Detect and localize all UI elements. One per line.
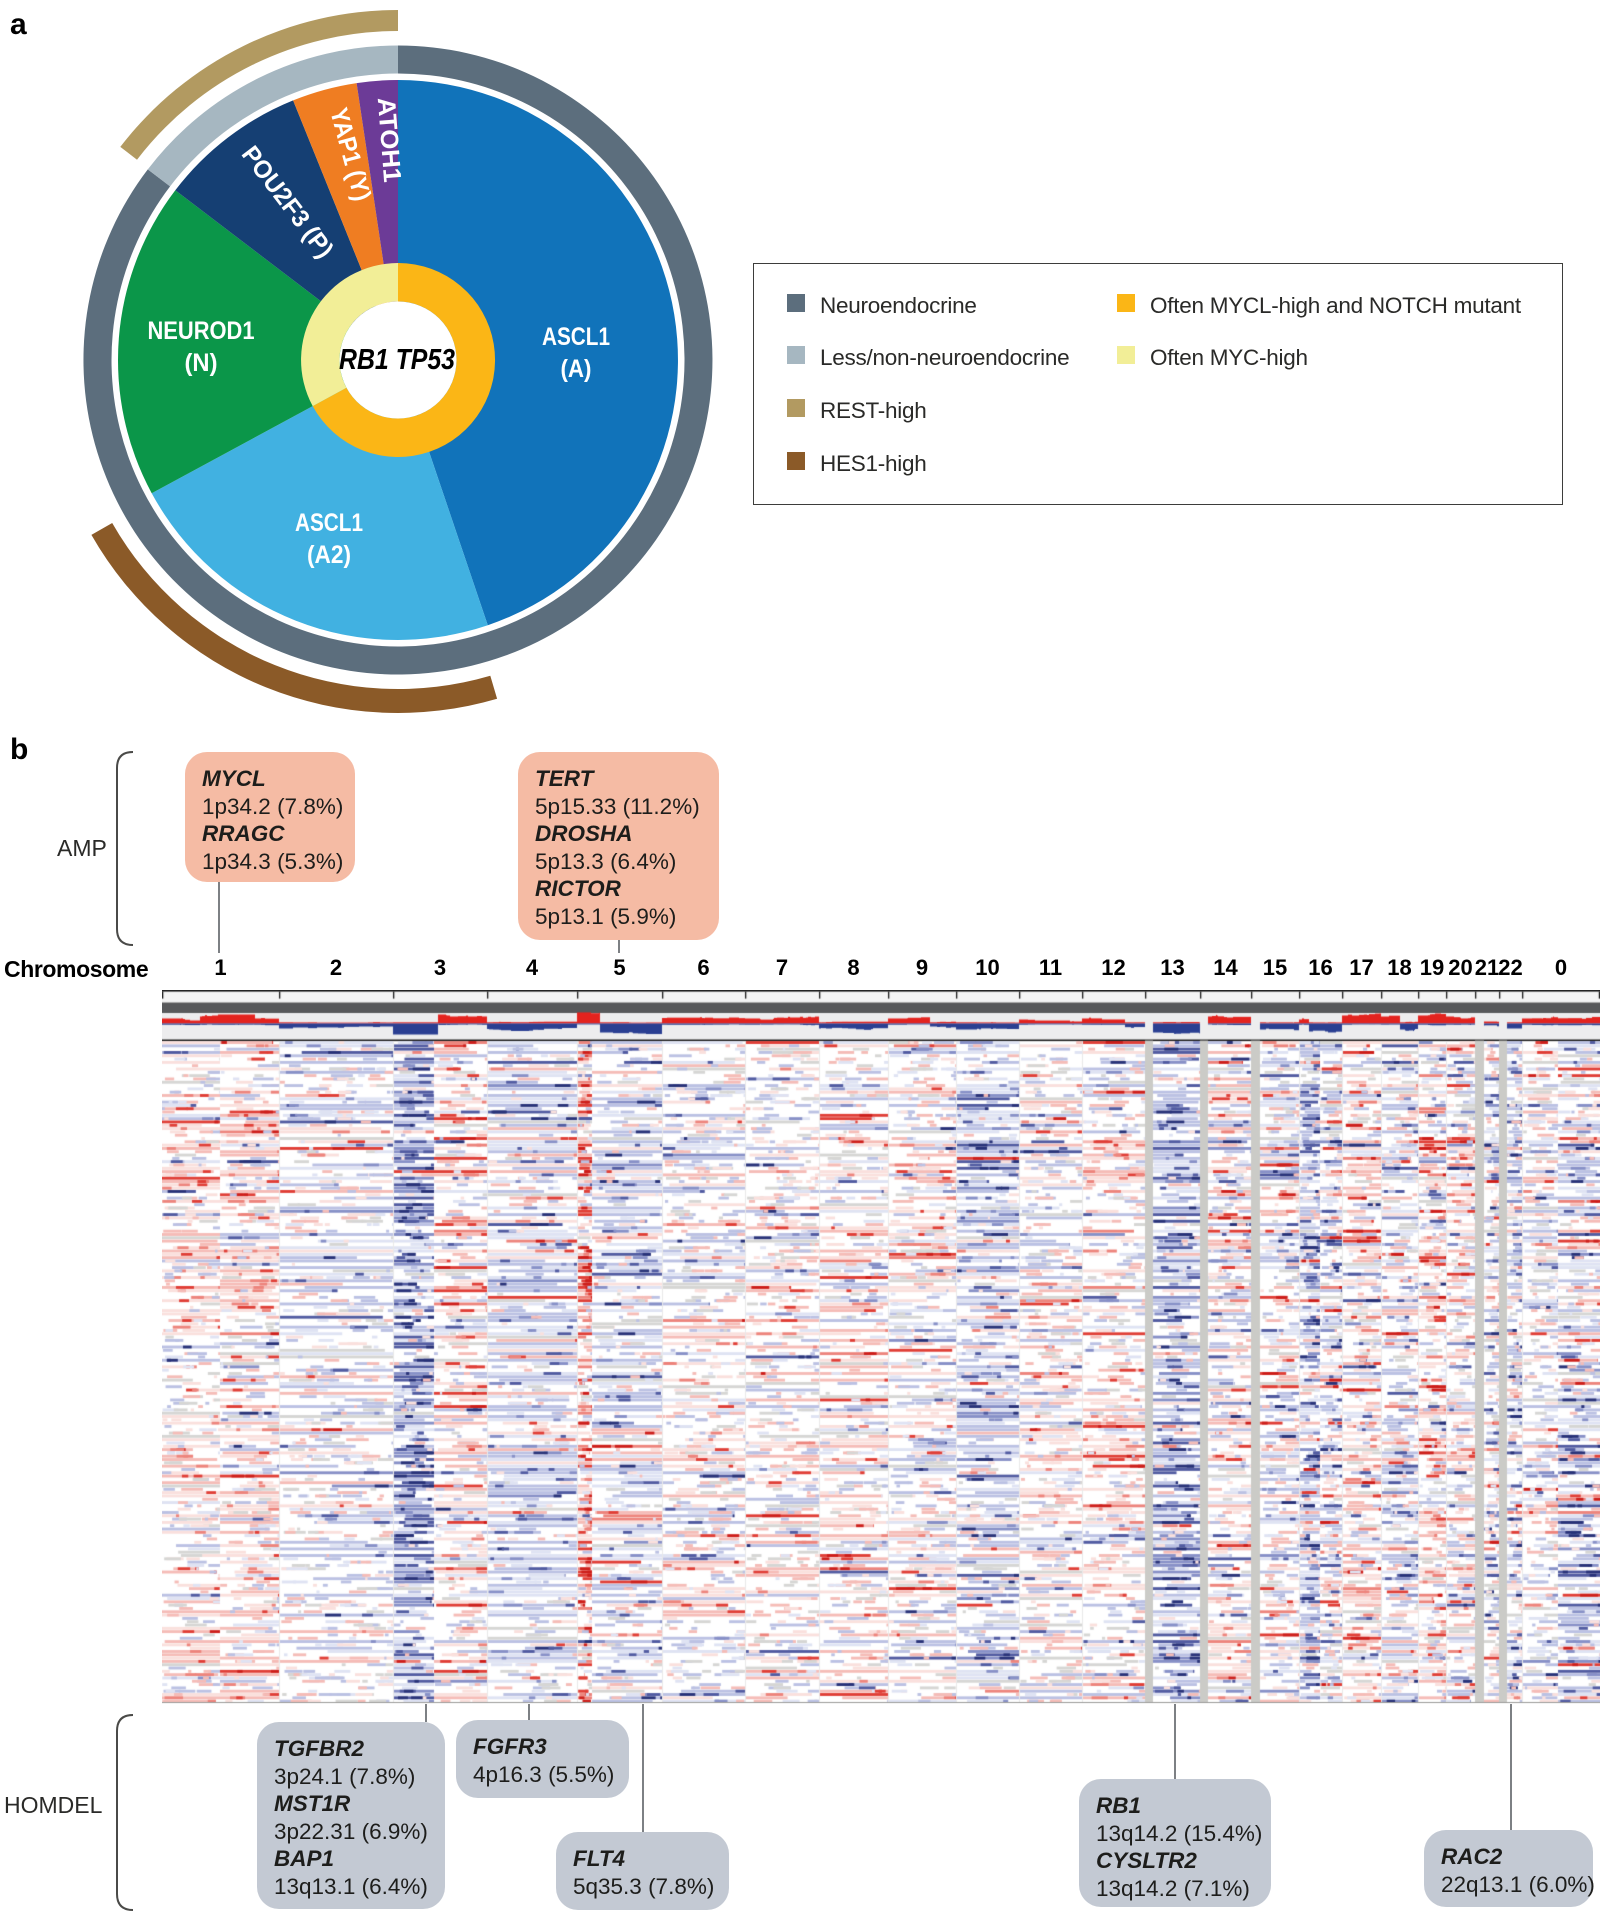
svg-text:ASCL1: ASCL1: [542, 323, 610, 351]
svg-text:ATOH1: ATOH1: [372, 96, 406, 183]
svg-text:RB1 TP53: RB1 TP53: [339, 344, 455, 376]
svg-text:NEUROD1: NEUROD1: [148, 317, 255, 345]
svg-text:(A): (A): [561, 355, 592, 383]
svg-text:ASCL1: ASCL1: [295, 509, 363, 537]
svg-text:(A2): (A2): [307, 541, 351, 569]
svg-text:(N): (N): [185, 349, 218, 377]
